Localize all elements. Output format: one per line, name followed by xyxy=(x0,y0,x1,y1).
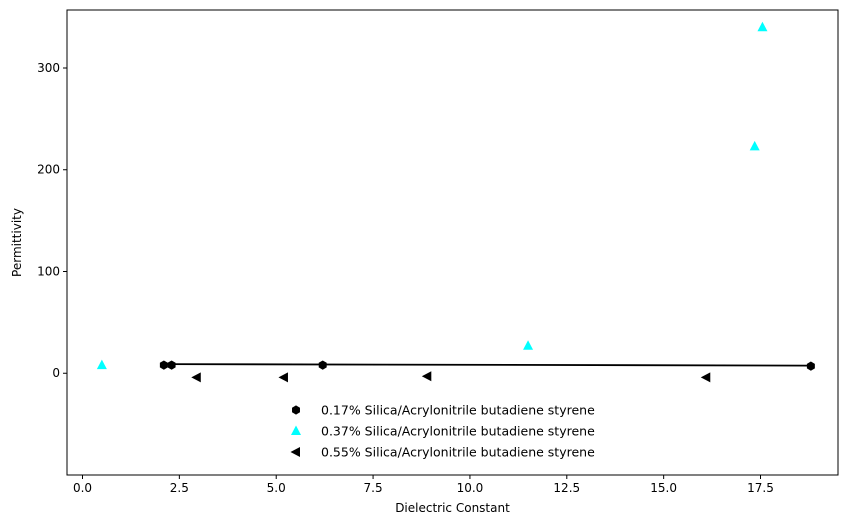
y-tick-label: 100 xyxy=(37,264,60,278)
legend-entry-2: 0.37% Silica/Acrylonitrile butadiene sty… xyxy=(291,424,595,439)
y-tick-label: 200 xyxy=(37,163,60,177)
x-tick-label: 2.5 xyxy=(170,481,189,495)
legend-entry-1: 0.17% Silica/Acrylonitrile butadiene sty… xyxy=(292,403,595,418)
data-point xyxy=(523,340,534,350)
y-tick-label: 0 xyxy=(52,366,60,380)
legend-entry-3: 0.55% Silica/Acrylonitrile butadiene sty… xyxy=(290,445,595,460)
series-2 xyxy=(96,21,768,370)
legend-label: 0.37% Silica/Acrylonitrile butadiene sty… xyxy=(321,424,595,439)
data-point xyxy=(278,372,288,383)
y-tick-label: 300 xyxy=(37,61,60,75)
legend-label: 0.17% Silica/Acrylonitrile butadiene sty… xyxy=(321,403,595,418)
x-tick-label: 17.5 xyxy=(747,481,774,495)
x-tick-label: 7.5 xyxy=(364,481,383,495)
x-tick-label: 5.0 xyxy=(267,481,286,495)
fit-line xyxy=(163,363,811,367)
data-point xyxy=(700,372,711,383)
data-point xyxy=(421,371,432,382)
axes: 0.0 2.5 5.0 7.5 10.0 12.5 15.0 17.5 0 100 200 300 xyxy=(37,9,839,495)
series-3 xyxy=(191,371,711,383)
series-1 xyxy=(159,360,815,371)
y-axis-label: Permittivity xyxy=(10,208,24,277)
data-point xyxy=(318,360,327,370)
x-tick-label: 12.5 xyxy=(553,481,580,495)
plot-area xyxy=(96,21,815,383)
legend-marker xyxy=(292,405,300,415)
legend: 0.17% Silica/Acrylonitrile butadiene sty… xyxy=(290,403,595,460)
data-point xyxy=(806,361,815,371)
x-axis-label: Dielectric Constant xyxy=(395,501,510,515)
legend-marker xyxy=(291,425,301,435)
legend-marker xyxy=(290,447,300,457)
x-tick-label: 15.0 xyxy=(650,481,677,495)
data-point xyxy=(167,360,176,370)
data-point xyxy=(96,359,107,370)
legend-label: 0.55% Silica/Acrylonitrile butadiene sty… xyxy=(321,445,595,460)
data-point xyxy=(757,21,768,32)
x-tick-label: 0.0 xyxy=(73,481,92,495)
plot-frame xyxy=(66,9,839,476)
data-point xyxy=(159,360,168,370)
x-tick-label: 10.0 xyxy=(457,481,484,495)
data-point xyxy=(749,140,760,151)
data-point xyxy=(191,372,201,383)
